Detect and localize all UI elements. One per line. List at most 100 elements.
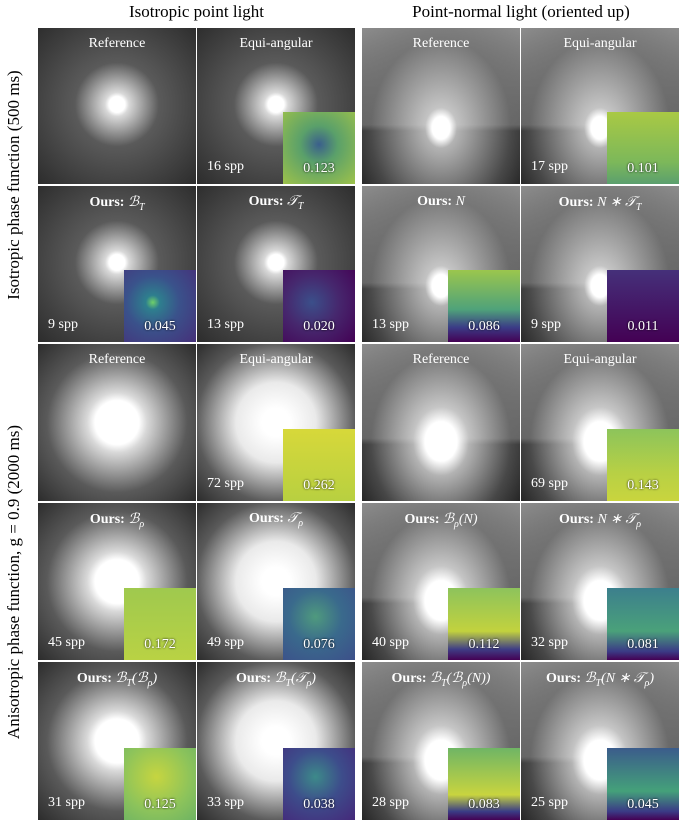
error-value: 0.262 [283, 478, 355, 494]
math-text: ℬ [584, 671, 595, 686]
error-value: 0.143 [607, 478, 679, 494]
error-value: 0.011 [607, 319, 679, 335]
panel-label: Equi-angular [197, 36, 355, 52]
samples-per-pixel: 33 spp [207, 795, 244, 811]
samples-per-pixel: 17 spp [531, 159, 568, 175]
samples-per-pixel: 49 spp [207, 635, 244, 651]
image-panel: Ours: ℬρ45 spp0.172 [38, 503, 196, 660]
image-panel: Ours: ℬT9 spp0.045 [38, 186, 196, 342]
math-text: N ∗ 𝒯 [597, 195, 636, 210]
error-map: 0.011 [607, 270, 679, 342]
error-map: 0.123 [283, 112, 355, 184]
image-panel: Reference [362, 28, 520, 184]
figure: Isotropic point light Point-normal light… [0, 0, 689, 827]
math-text: ℬ [430, 671, 441, 686]
error-value: 0.020 [283, 319, 355, 335]
math-subscript: ρ [636, 519, 641, 530]
label-prefix: Ours: [77, 671, 112, 686]
row-label: Anisotropic phase function, g = 0.9 (200… [4, 342, 24, 822]
label-prefix: Ours: [546, 671, 581, 686]
error-map: 0.112 [448, 588, 520, 660]
samples-per-pixel: 13 spp [372, 317, 409, 333]
label-prefix: Ours: [405, 512, 440, 527]
image-panel: Reference [38, 28, 196, 184]
error-map: 0.143 [607, 429, 679, 501]
error-value: 0.172 [124, 637, 196, 653]
panel-label: Ours: N ∗ 𝒯ρ [521, 511, 679, 530]
error-value: 0.112 [448, 637, 520, 653]
image-panel: Ours: ℬT(N ∗ 𝒯ρ) 25 spp 0.045 [521, 662, 679, 820]
column-header: Point-normal light (oriented up) [362, 2, 680, 22]
samples-per-pixel: 25 spp [531, 795, 568, 811]
error-value: 0.125 [124, 797, 196, 813]
samples-per-pixel: 28 spp [372, 795, 409, 811]
panel-label: Ours: ℬρ [38, 511, 196, 530]
image-panel: Ours: ℬT(ℬρ) 31 spp 0.125 [38, 662, 196, 820]
error-value: 0.045 [124, 319, 196, 335]
panel-label: Ours: ℬT [38, 194, 196, 213]
panel-label: Ours: ℬT(𝒯ρ) [197, 670, 355, 689]
samples-per-pixel: 31 spp [48, 795, 85, 811]
error-value: 0.083 [448, 797, 520, 813]
error-map: 0.125 [124, 748, 196, 820]
math-subscript: T [636, 202, 642, 213]
column-header: Isotropic point light [38, 2, 355, 22]
label-prefix: Ours: [249, 511, 284, 526]
image-panel: Ours: N ∗ 𝒯T 9 spp 0.011 [521, 186, 679, 342]
image-panel: Ours: N 13 spp 0.086 [362, 186, 520, 342]
label-prefix: Ours: [417, 194, 452, 209]
panel-label: Ours: ℬT(N ∗ 𝒯ρ) [521, 670, 679, 689]
panel-label: Equi-angular [521, 36, 679, 52]
math-text: ℬ [115, 671, 126, 686]
panel-label: Reference [38, 36, 196, 52]
label-prefix: Ours: [559, 195, 594, 210]
error-value: 0.086 [448, 319, 520, 335]
math-text: ) [649, 671, 654, 686]
math-subscript: T [139, 202, 145, 213]
label-prefix: Ours: [249, 194, 284, 209]
samples-per-pixel: 9 spp [531, 317, 561, 333]
math-subscript: T [298, 201, 304, 212]
panel-label: Ours: N ∗ 𝒯T [521, 194, 679, 213]
samples-per-pixel: 72 spp [207, 476, 244, 492]
label-prefix: Ours: [90, 512, 125, 527]
image-panel: Equi-angular17 spp0.101 [521, 28, 679, 184]
error-map: 0.262 [283, 429, 355, 501]
math-text: N [456, 194, 465, 209]
image-panel: Reference [362, 344, 520, 501]
image-panel: Ours: 𝒯ρ49 spp0.076 [197, 503, 355, 660]
math-text: ℬ [128, 512, 139, 527]
image-panel: Reference [38, 344, 196, 501]
math-subscript: ρ [139, 519, 144, 530]
image-panel: Ours: ℬρ(N) 40 spp 0.112 [362, 503, 520, 660]
error-map: 0.020 [283, 270, 355, 342]
error-value: 0.076 [283, 637, 355, 653]
panel-label: Equi-angular [197, 352, 355, 368]
image-panel: Ours: N ∗ 𝒯ρ 32 spp 0.081 [521, 503, 679, 660]
math-text: 𝒯 [287, 511, 298, 526]
samples-per-pixel: 40 spp [372, 635, 409, 651]
math-text: ℬ [443, 512, 454, 527]
panel-label: Reference [38, 352, 196, 368]
error-map: 0.172 [124, 588, 196, 660]
math-text: ℬ [128, 195, 139, 210]
math-text: (N)) [467, 671, 490, 686]
samples-per-pixel: 69 spp [531, 476, 568, 492]
math-text: (ℬ [447, 671, 463, 686]
math-text: (N ∗ 𝒯 [601, 671, 644, 686]
math-text: (𝒯 [291, 671, 306, 686]
error-map: 0.081 [607, 588, 679, 660]
error-value: 0.123 [283, 161, 355, 177]
samples-per-pixel: 32 spp [531, 635, 568, 651]
image-panel: Equi-angular 72 spp 0.262 [197, 344, 355, 501]
error-map: 0.045 [124, 270, 196, 342]
math-text: 𝒯 [287, 194, 298, 209]
math-text: ) [311, 671, 316, 686]
image-panel: Ours: ℬT(𝒯ρ)33 spp0.038 [197, 662, 355, 820]
error-value: 0.045 [607, 797, 679, 813]
panel-label: Ours: ℬT(ℬρ) [38, 670, 196, 689]
panel-label: Ours: ℬρ(N) [362, 511, 520, 530]
